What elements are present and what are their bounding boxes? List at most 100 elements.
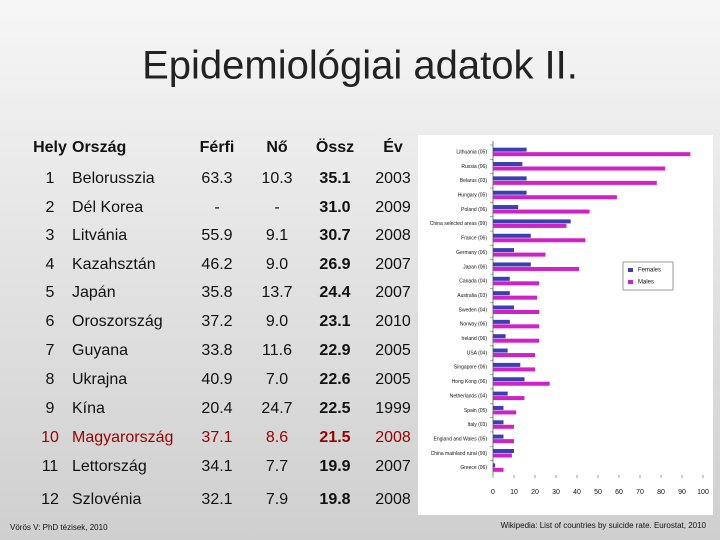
y-tick-label: Norway (06) xyxy=(460,322,488,328)
table-cell: Belorusszia xyxy=(72,170,155,187)
bar xyxy=(493,310,540,314)
bar xyxy=(493,410,517,415)
bar xyxy=(493,276,510,281)
table-cell: 13.7 xyxy=(261,284,292,301)
table-cell: Dél Korea xyxy=(72,199,143,216)
x-tick-label: 70 xyxy=(636,489,644,496)
x-tick-label: 20 xyxy=(531,489,539,496)
table-cell: 7 xyxy=(46,342,55,359)
y-tick-label: Singapore (06) xyxy=(454,365,487,371)
legend-swatch xyxy=(628,268,633,272)
y-tick-label: Greece (06) xyxy=(460,465,487,471)
bar xyxy=(493,248,514,253)
table-cell: - xyxy=(274,199,279,216)
x-tick-label: 80 xyxy=(657,489,665,496)
y-tick-label: Netherlands (04) xyxy=(450,393,488,399)
table-cell: Litvánia xyxy=(72,227,127,244)
table-cell: 9.0 xyxy=(266,256,288,273)
bar xyxy=(493,180,657,185)
x-tick-label: 30 xyxy=(552,489,560,496)
bar xyxy=(493,162,523,167)
bar xyxy=(493,266,580,271)
x-tick-label: 10 xyxy=(510,489,518,496)
table-cell: 32.1 xyxy=(201,491,232,508)
table-cell: Kazahsztán xyxy=(72,256,156,273)
bar xyxy=(493,362,521,367)
table-cell: 1999 xyxy=(375,400,411,417)
table-cell: 26.9 xyxy=(319,256,350,273)
table-cell: 2008 xyxy=(375,429,411,446)
bar xyxy=(493,219,571,224)
x-tick-label: 40 xyxy=(573,489,581,496)
bar xyxy=(493,209,590,214)
y-tick-label: Canada (04) xyxy=(459,279,487,285)
table-cell: Kína xyxy=(72,400,105,417)
bar xyxy=(493,205,519,210)
bar xyxy=(493,176,527,181)
table-cell: Japán xyxy=(72,284,116,301)
table-cell: 1 xyxy=(46,170,55,187)
table-cell: 24.4 xyxy=(319,284,350,301)
bar xyxy=(493,405,504,410)
table-cell: 9.0 xyxy=(266,313,288,330)
table-cell: 2007 xyxy=(375,458,411,475)
table-header: Össz xyxy=(316,137,354,156)
table-header: Nő xyxy=(266,139,288,156)
bar xyxy=(493,319,510,324)
table-header: Hely xyxy=(33,139,67,156)
bar xyxy=(493,291,510,296)
bar xyxy=(493,463,496,468)
table-cell: 2005 xyxy=(375,342,411,359)
bar xyxy=(493,252,546,257)
table-cell: Oroszország xyxy=(72,313,163,330)
x-tick-label: 90 xyxy=(678,489,686,496)
y-tick-label: Spain (05) xyxy=(464,408,487,414)
table-cell: 30.7 xyxy=(319,227,350,244)
table-cell: 2003 xyxy=(375,170,411,187)
bar xyxy=(493,348,508,353)
y-tick-label: China selected areas (99) xyxy=(430,221,488,227)
bar xyxy=(493,367,535,372)
table-cell: Guyana xyxy=(72,342,128,359)
table-cell: 12 xyxy=(41,491,59,508)
table-cell: 40.9 xyxy=(201,371,232,388)
x-tick-label: 50 xyxy=(594,489,602,496)
legend-box xyxy=(622,261,674,291)
bar xyxy=(493,190,527,195)
table-cell: 22.6 xyxy=(319,371,350,388)
table-cell: 20.4 xyxy=(201,400,232,417)
table-cell: Lettország xyxy=(72,458,147,475)
table-header: Év xyxy=(383,137,403,156)
bar xyxy=(493,381,550,386)
table-cell: 8.6 xyxy=(266,429,288,446)
table-cell: 9.1 xyxy=(266,227,288,244)
bar xyxy=(493,295,538,300)
table-cell: 11 xyxy=(42,458,59,475)
table-cell: 35.8 xyxy=(201,284,232,301)
bar xyxy=(493,420,504,425)
table-cell: 19.9 xyxy=(319,458,350,475)
bar xyxy=(493,391,508,396)
slide-title: Epidemiológiai adatok II. xyxy=(142,44,578,88)
table-cell: 34.1 xyxy=(201,458,232,475)
table-cell: 11.6 xyxy=(262,342,292,359)
table-cell: Magyarország xyxy=(72,429,173,446)
table-cell: Szlovénia xyxy=(72,491,141,508)
table-cell: - xyxy=(214,199,219,216)
table-cell: 35.1 xyxy=(319,170,350,187)
table-header: Férfi xyxy=(200,139,235,156)
table-cell: 2008 xyxy=(375,227,411,244)
table-cell: 21.5 xyxy=(319,429,350,446)
legend-label: Males xyxy=(638,280,654,286)
table-cell: 22.5 xyxy=(319,400,350,417)
bar xyxy=(493,223,567,228)
bar xyxy=(493,152,691,157)
y-tick-label: Hong Kong (06) xyxy=(452,379,488,385)
table-cell: 31.0 xyxy=(319,199,350,216)
bar xyxy=(493,467,504,472)
bar xyxy=(493,448,514,453)
table-cell: 33.8 xyxy=(201,342,232,359)
y-tick-label: China mainland rural (99) xyxy=(431,451,488,457)
bar xyxy=(493,396,525,401)
y-tick-label: Japan (06) xyxy=(463,264,487,270)
